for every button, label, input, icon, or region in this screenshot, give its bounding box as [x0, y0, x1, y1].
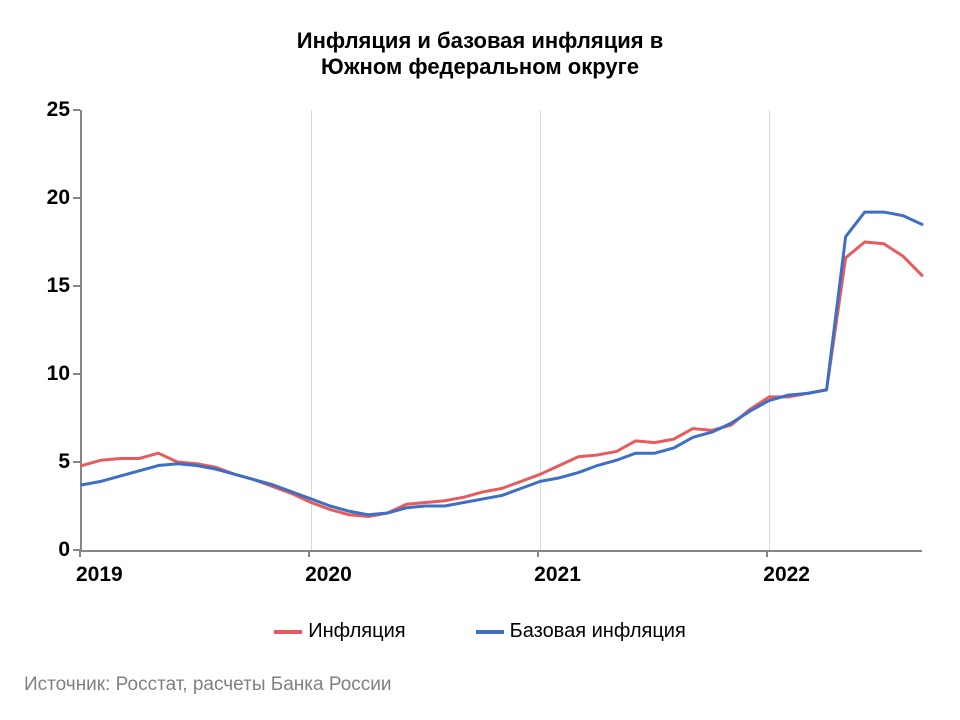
y-tick-mark: [73, 373, 80, 375]
y-tick-mark: [73, 197, 80, 199]
y-tick-label: 25: [47, 98, 70, 122]
x-tick-mark: [79, 550, 81, 557]
y-tick-label: 10: [47, 362, 70, 386]
y-tick-label: 5: [58, 450, 70, 474]
y-tick-mark: [73, 109, 80, 111]
line-layer: [82, 110, 922, 550]
legend-label: Базовая инфляция: [510, 620, 686, 643]
legend-swatch: [476, 630, 504, 634]
y-tick-label: 15: [47, 274, 70, 298]
series-line: [82, 242, 922, 517]
x-tick-mark: [766, 550, 768, 557]
x-tick-label: 2022: [763, 563, 810, 587]
y-tick-mark: [73, 285, 80, 287]
x-tick-mark: [537, 550, 539, 557]
legend-label: Инфляция: [308, 620, 405, 643]
source-text: Источник: Росстат, расчеты Банка России: [24, 674, 392, 696]
legend-item: Инфляция: [274, 620, 405, 643]
y-tick-label: 0: [58, 538, 70, 562]
x-tick-label: 2019: [76, 563, 123, 587]
legend-swatch: [274, 630, 302, 634]
y-tick-mark: [73, 461, 80, 463]
series-line: [82, 212, 922, 515]
y-tick-label: 20: [47, 186, 70, 210]
legend-item: Базовая инфляция: [476, 620, 686, 643]
plot-area: [80, 110, 922, 552]
legend: Инфляция Базовая инфляция: [0, 620, 960, 643]
x-tick-label: 2020: [305, 563, 352, 587]
chart-container: Инфляция и базовая инфляция в Южном феде…: [0, 0, 960, 720]
x-tick-label: 2021: [534, 563, 581, 587]
chart-title: Инфляция и базовая инфляция в Южном феде…: [0, 28, 960, 80]
x-tick-mark: [308, 550, 310, 557]
